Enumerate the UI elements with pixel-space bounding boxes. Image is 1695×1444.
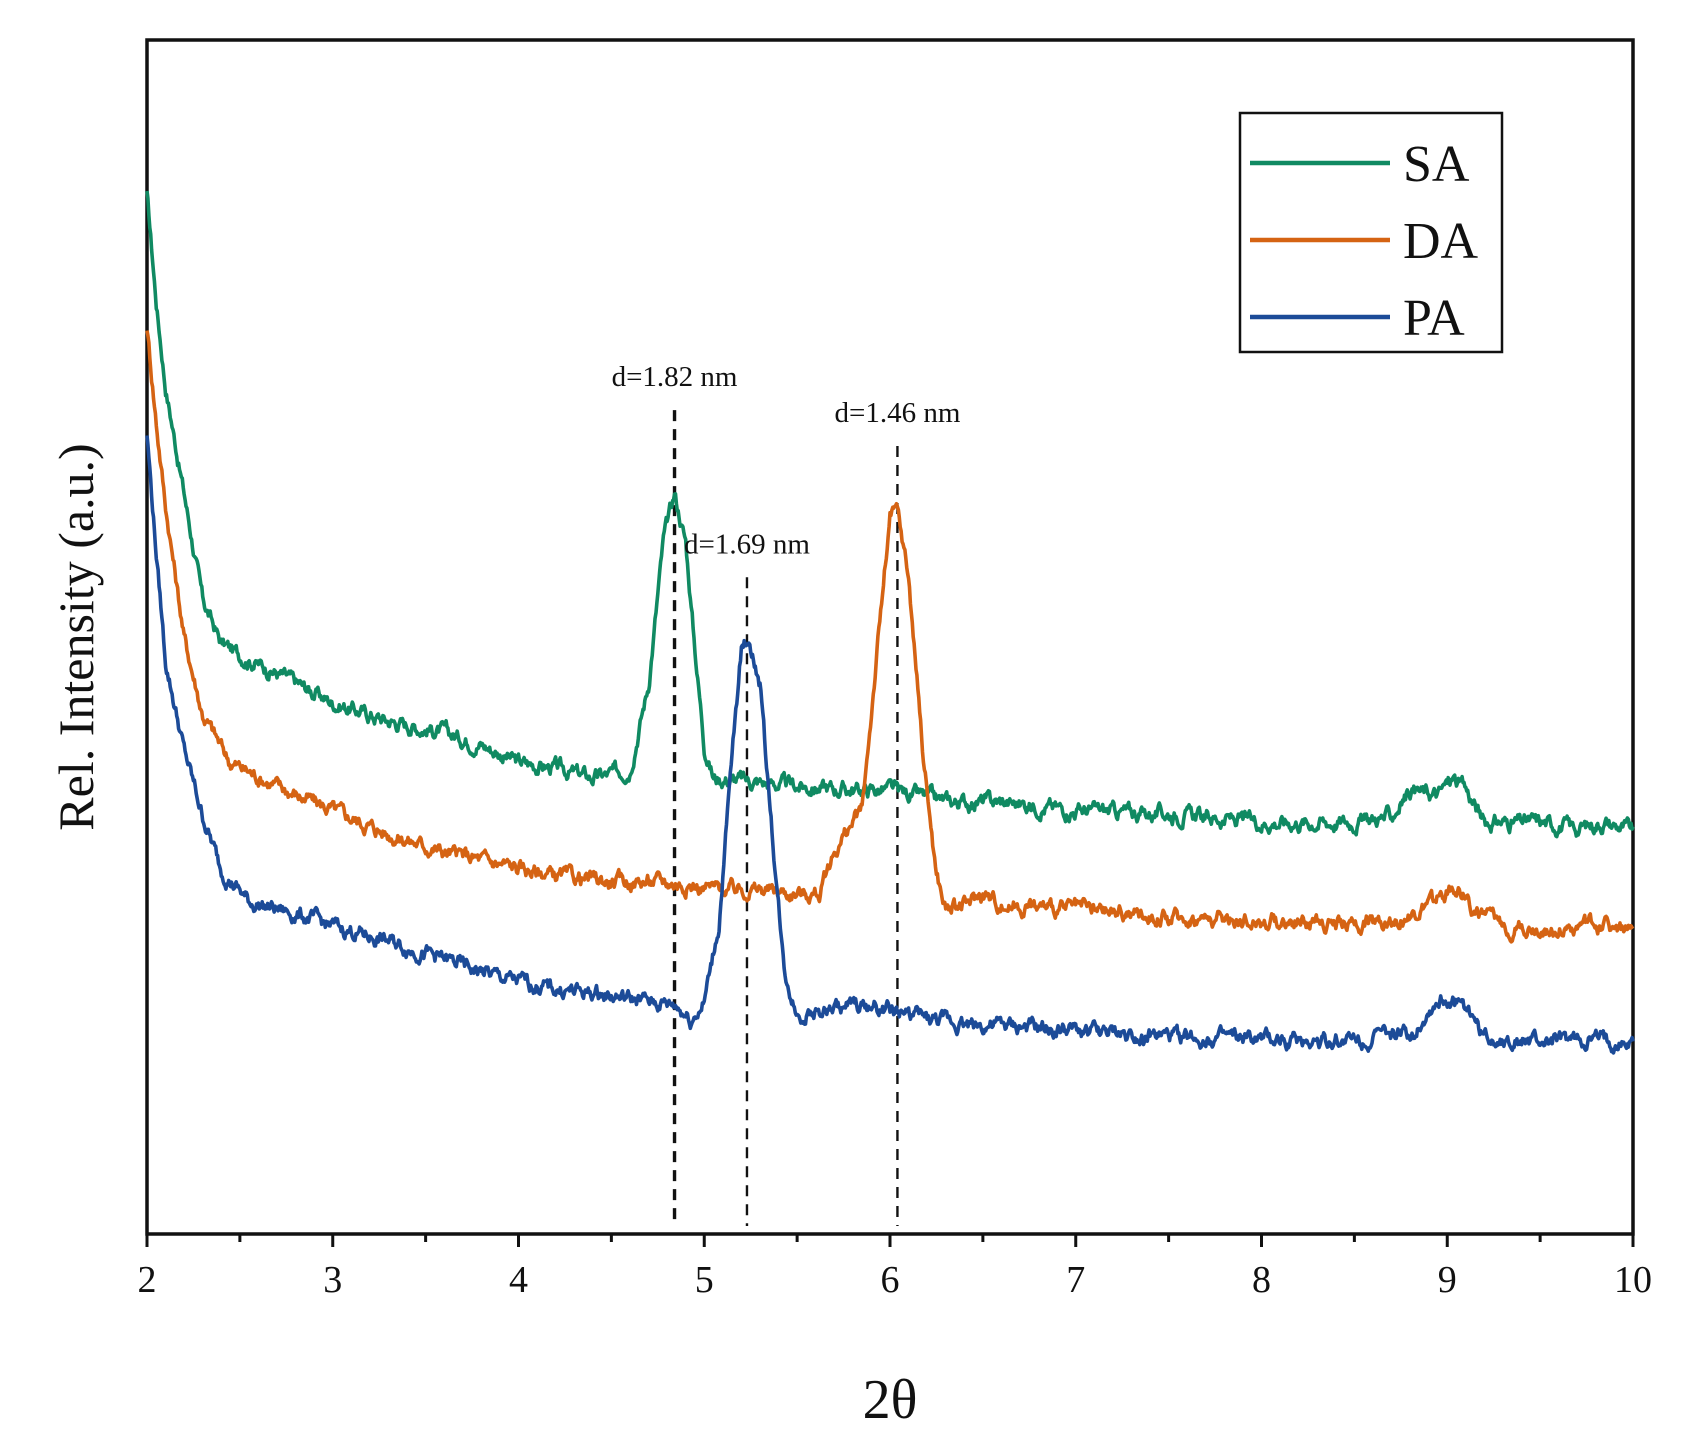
legend: SA DA PA bbox=[1238, 111, 1504, 354]
series-line-da bbox=[145, 330, 1635, 944]
reference-label: d=1.69 nm bbox=[684, 528, 810, 560]
y-axis-title: Rel. Intensity (a.u.) bbox=[48, 443, 104, 830]
legend-label: PA bbox=[1403, 290, 1465, 347]
series-group bbox=[145, 190, 1635, 1055]
x-tick-label: 2 bbox=[138, 1259, 157, 1301]
x-tick-label: 6 bbox=[881, 1259, 900, 1301]
x-tick-label: 9 bbox=[1438, 1259, 1457, 1301]
x-tick-label: 8 bbox=[1252, 1259, 1271, 1301]
annotations: d=1.82 nm d=1.69 nm d=1.46 nm bbox=[612, 361, 961, 560]
x-axis-ticks: 2 3 4 5 6 7 8 9 10 bbox=[138, 1234, 1652, 1301]
legend-items: SA DA PA bbox=[1250, 136, 1479, 347]
legend-box bbox=[1238, 111, 1504, 354]
x-tick-label: 5 bbox=[695, 1259, 714, 1301]
reference-label: d=1.46 nm bbox=[834, 397, 960, 429]
x-tick-label: 7 bbox=[1066, 1259, 1085, 1301]
legend-label: SA bbox=[1403, 136, 1470, 193]
x-tick-label: 10 bbox=[1614, 1259, 1652, 1301]
series-line-pa bbox=[145, 435, 1635, 1055]
x-tick-label: 3 bbox=[323, 1259, 342, 1301]
x-axis-title: 2θ bbox=[863, 1369, 918, 1431]
x-tick-label: 4 bbox=[509, 1259, 528, 1301]
legend-label: DA bbox=[1403, 213, 1479, 270]
reference-label: d=1.82 nm bbox=[612, 361, 738, 393]
series-line-sa bbox=[145, 190, 1635, 839]
